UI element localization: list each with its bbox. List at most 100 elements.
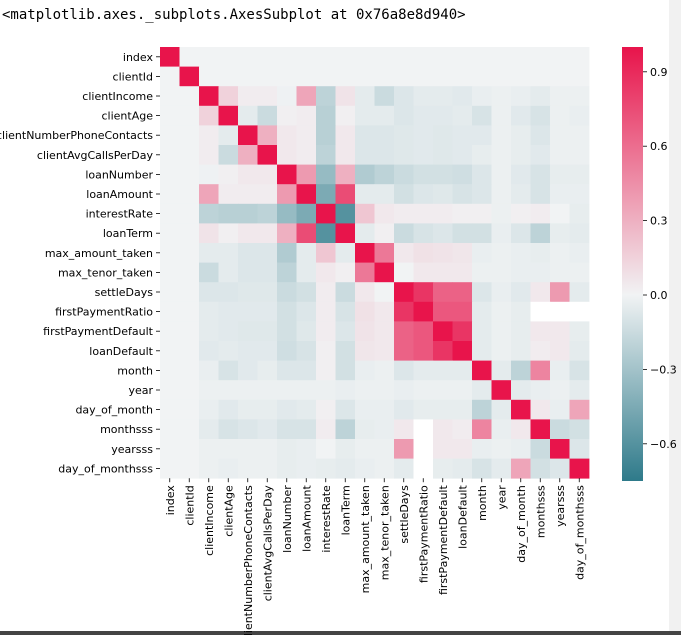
heatmap-cell	[550, 282, 570, 303]
heatmap-cell	[374, 47, 395, 67]
heatmap-cell	[550, 223, 570, 244]
heatmap-cell	[569, 164, 590, 185]
heatmap-cell	[238, 243, 258, 263]
heatmap-cell	[491, 105, 512, 126]
heatmap-cell	[277, 125, 297, 146]
heatmap-cell	[316, 282, 336, 303]
heatmap-cell	[374, 399, 395, 420]
heatmap-cell	[413, 458, 434, 479]
heatmap-cell	[394, 262, 414, 283]
y-tick-label: loanNumber	[85, 168, 153, 181]
heatmap-cell	[433, 282, 453, 303]
heatmap-cell	[550, 243, 570, 263]
heatmap-cell	[218, 399, 239, 420]
colorbar-tick-label: 0.3	[650, 215, 668, 228]
y-tick-label: clientAvgCallsPerDay	[37, 149, 154, 162]
heatmap-cell	[296, 262, 317, 283]
heatmap-cell	[550, 86, 570, 107]
heatmap-cell	[277, 243, 297, 263]
heatmap-cell	[179, 105, 200, 126]
heatmap-cell	[335, 419, 356, 440]
heatmap-cell	[160, 380, 180, 401]
heatmap-cell	[394, 360, 414, 381]
heatmap-cell	[511, 164, 531, 185]
heatmap-cell	[277, 262, 297, 283]
heatmap-cell	[394, 203, 414, 224]
heatmap-cell	[394, 439, 414, 459]
heatmap-cell	[374, 458, 395, 479]
y-tick-label: day_of_monthsss	[58, 462, 153, 475]
heatmap-cell	[530, 321, 551, 342]
heatmap-cell	[569, 360, 590, 381]
heatmap-cell	[569, 301, 590, 322]
heatmap-cell	[511, 360, 531, 381]
heatmap-cell	[433, 223, 453, 244]
heatmap-cell	[472, 184, 492, 205]
heatmap-cell	[218, 86, 239, 107]
heatmap-cell	[355, 125, 375, 146]
x-tick-label: max_tenor_taken	[378, 485, 391, 580]
heatmap-cell	[472, 125, 492, 146]
heatmap-cell	[257, 439, 278, 459]
heatmap-cell	[472, 164, 492, 185]
heatmap-cell	[569, 380, 590, 401]
y-tick-label: year	[128, 384, 153, 397]
heatmap-cell	[472, 86, 492, 107]
heatmap-cell	[530, 86, 551, 107]
heatmap-cell	[413, 145, 434, 165]
heatmap-cell	[296, 399, 317, 420]
heatmap-cell	[199, 105, 219, 126]
heatmap-cell	[472, 47, 492, 67]
heatmap-cell	[530, 262, 551, 283]
heatmap-cell	[335, 184, 356, 205]
heatmap-cell	[472, 66, 492, 87]
heatmap-cell	[530, 66, 551, 87]
heatmap-cell	[160, 439, 180, 459]
heatmap-cell	[277, 341, 297, 361]
heatmap-cell	[316, 164, 336, 185]
heatmap-cell	[569, 203, 590, 224]
heatmap-cell	[569, 223, 590, 244]
heatmap-cell	[394, 164, 414, 185]
heatmap-cell	[452, 223, 473, 244]
heatmap-cell	[374, 360, 395, 381]
heatmap-cell	[160, 105, 180, 126]
y-tick-label: loanAmount	[86, 188, 153, 201]
heatmap-cell	[277, 203, 297, 224]
heatmap-cell	[394, 380, 414, 401]
heatmap-cell	[179, 419, 200, 440]
y-tick-label: clientAge	[102, 110, 154, 123]
heatmap-cell	[277, 321, 297, 342]
heatmap-cell	[569, 458, 590, 479]
heatmap-cell	[199, 145, 219, 165]
heatmap-cell	[569, 105, 590, 126]
heatmap-cell	[218, 203, 239, 224]
x-tick-label: clientIncome	[203, 485, 216, 556]
x-tick-label: monthsss	[534, 485, 547, 538]
y-tick-label: day_of_month	[75, 404, 153, 417]
heatmap-cell	[199, 203, 219, 224]
heatmap-cell	[511, 223, 531, 244]
heatmap-cell	[530, 243, 551, 263]
heatmap-cell	[413, 301, 434, 322]
heatmap-cell	[433, 66, 453, 87]
scrollbar-track[interactable]	[669, 0, 681, 635]
heatmap-cell	[355, 223, 375, 244]
heatmap-cell	[160, 458, 180, 479]
heatmap-cell	[316, 399, 336, 420]
y-tick-label: max_amount_taken	[45, 247, 153, 260]
heatmap-cell	[511, 47, 531, 67]
x-tick-label: loanNumber	[281, 485, 294, 553]
heatmap-cell	[355, 164, 375, 185]
colorbar: 0.9 0.6 0.3 0.0 −0.3 −0.6	[622, 47, 677, 481]
y-tick-label: clientIncome	[82, 90, 153, 103]
heatmap-cell	[355, 419, 375, 440]
heatmap-cell	[316, 184, 336, 205]
heatmap-cell	[472, 301, 492, 322]
heatmap-cell	[491, 458, 512, 479]
heatmap-cell	[472, 321, 492, 342]
heatmap-cell	[355, 66, 375, 87]
heatmap-cell	[452, 145, 473, 165]
heatmap-cell	[433, 243, 453, 263]
heatmap-cell	[550, 66, 570, 87]
